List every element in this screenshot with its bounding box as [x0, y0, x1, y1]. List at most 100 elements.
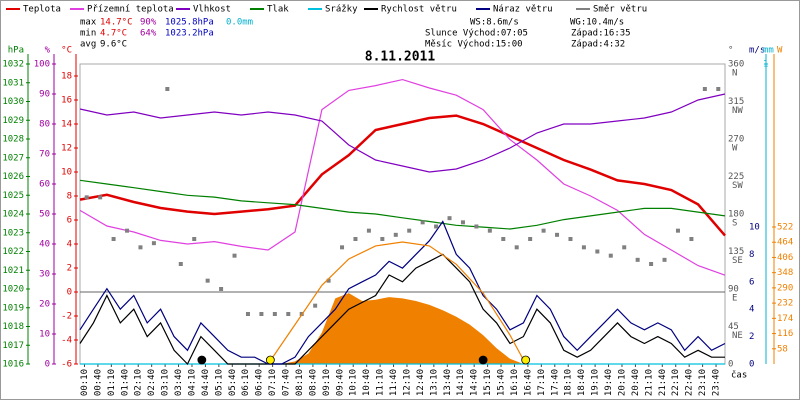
x-tick-label: 21:10 [644, 369, 654, 396]
legend-label: Směr větru [593, 5, 647, 15]
y-tick-label: 290 [777, 283, 793, 293]
legend-label: Teplota [23, 5, 61, 15]
y-tick-label: 225 [728, 172, 744, 182]
x-tick-label: 19:40 [604, 369, 614, 396]
x-tick-label: 07:40 [282, 369, 292, 396]
direction-point [259, 312, 264, 316]
y-tick-label: 2 [67, 264, 72, 274]
direction-point [487, 228, 492, 233]
x-tick-label: 23:10 [698, 369, 708, 396]
y-tick-label: 360 [728, 60, 744, 70]
y-tick-label: 1026 [2, 172, 24, 182]
direction-point [460, 220, 465, 225]
series-line [79, 220, 726, 365]
direction-point [595, 249, 600, 254]
sun-moon-event [197, 355, 207, 365]
x-tick-label: 01:10 [107, 369, 117, 396]
direction-point [340, 245, 345, 250]
compass-label: S [732, 219, 737, 229]
legend-label: Srážky [325, 5, 358, 15]
direction-point [192, 237, 197, 241]
direction-point [434, 224, 439, 229]
y-tick-label: 6 [67, 216, 72, 226]
chart-title: 8.11.2011 [365, 50, 436, 65]
y-tick-label: 2 [749, 332, 754, 342]
y-tick-label: 0 [749, 360, 754, 370]
x-tick-label: 01:40 [120, 369, 130, 396]
y-tick-label: 232 [777, 299, 793, 309]
y-tick-label: 1021 [2, 266, 24, 276]
x-tick-label: 22:10 [671, 369, 681, 396]
y-tick-label: 116 [777, 329, 793, 339]
y-tick-label: 0 [728, 360, 733, 370]
series-line [79, 78, 726, 276]
y-tick-label: 16 [61, 96, 72, 106]
x-tick-label: 22:40 [685, 369, 695, 396]
x-tick-label: 16:10 [510, 369, 520, 396]
y-tick-label: -6 [61, 360, 72, 370]
axis-unit: W [777, 46, 783, 56]
info: WG:10.4m/s [570, 18, 624, 28]
info: Měsíc Východ:15:00 [425, 40, 523, 50]
direction-point [555, 232, 560, 237]
info: Západ:16:35 [571, 29, 631, 39]
y-tick-label: 1030 [2, 97, 24, 107]
y-tick-label: 18 [61, 72, 72, 82]
stat-value: 0.0mm [226, 18, 253, 28]
compass-label: W [732, 144, 738, 154]
y-tick-label: 10 [61, 168, 72, 178]
direction-point [662, 257, 667, 262]
x-tick-label: 16:40 [523, 369, 533, 396]
direction-point [568, 237, 573, 241]
x-tick-label: 06:40 [255, 369, 265, 396]
x-tick-label: 09:40 [335, 369, 345, 396]
y-tick-label: 464 [777, 238, 793, 248]
direction-point [313, 303, 318, 308]
direction-point [702, 87, 707, 91]
compass-label: E [732, 294, 737, 304]
x-tick-label: 03:10 [161, 369, 171, 396]
y-tick-label: 8 [67, 192, 72, 202]
y-tick-label: 50 [39, 210, 50, 220]
x-tick-label: 08:40 [308, 369, 318, 396]
series-line [79, 114, 726, 237]
axis-unit: °C [61, 46, 72, 56]
direction-point [716, 87, 721, 91]
radiation-area [281, 293, 524, 364]
direction-point [675, 228, 680, 233]
direction-point [407, 228, 412, 233]
x-tick-label: 17:10 [537, 369, 547, 396]
axis-unit: ° [728, 46, 733, 56]
x-tick-label: 21:40 [658, 369, 668, 396]
direction-point [326, 278, 331, 283]
direction-point [622, 245, 627, 250]
axis-unit: % [45, 46, 51, 56]
y-tick-label: 90 [728, 285, 739, 295]
direction-point [366, 228, 371, 233]
legend-label: Tlak [267, 5, 289, 15]
x-tick-label: 02:10 [134, 369, 144, 396]
y-tick-label: 6 [749, 277, 754, 287]
x-tick-label: 13:40 [443, 369, 453, 396]
y-tick-label: 10 [749, 223, 760, 233]
compass-label: NE [732, 331, 743, 341]
y-tick-label: 1025 [2, 191, 24, 201]
x-tick-label: 18:10 [564, 369, 574, 396]
direction-point [541, 228, 546, 233]
direction-point [111, 237, 116, 241]
y-tick-label: 522 [777, 222, 793, 232]
y-tick-label: 70 [39, 150, 50, 160]
x-tick-label: 04:10 [187, 369, 197, 396]
y-tick-label: 1029 [2, 116, 24, 126]
stat-value: 1025.8hPa [165, 18, 214, 28]
y-tick-label: 315 [728, 97, 744, 107]
direction-point [205, 278, 210, 283]
stat-value: 4.7°C [100, 29, 127, 39]
direction-point [420, 220, 425, 225]
direction-point [528, 237, 533, 241]
y-tick-label: 4 [67, 240, 72, 250]
x-tick-label: 18:40 [577, 369, 587, 396]
y-tick-label: 8 [749, 250, 754, 260]
y-tick-label: 10 [39, 330, 50, 340]
axis-unit: mm [763, 46, 774, 56]
